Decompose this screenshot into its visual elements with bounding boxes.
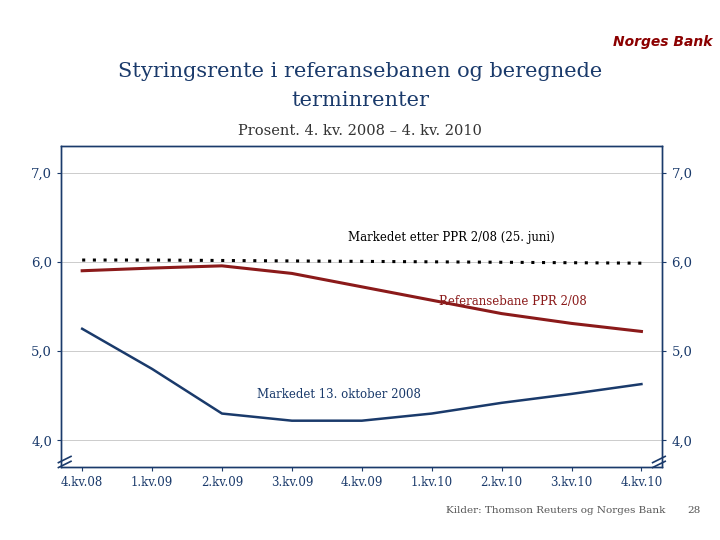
Text: terminrenter: terminrenter <box>291 91 429 110</box>
Text: 28: 28 <box>688 506 701 515</box>
Text: Norges Bank: Norges Bank <box>613 35 713 49</box>
Text: Markedet 13. oktober 2008: Markedet 13. oktober 2008 <box>257 388 420 401</box>
Text: Referansebane PPR 2/08: Referansebane PPR 2/08 <box>438 295 587 308</box>
Text: Kilder: Thomson Reuters og Norges Bank: Kilder: Thomson Reuters og Norges Bank <box>446 506 666 515</box>
Text: Prosent. 4. kv. 2008 – 4. kv. 2010: Prosent. 4. kv. 2008 – 4. kv. 2010 <box>238 124 482 138</box>
Text: Markedet etter PPR 2/08 (25. juni): Markedet etter PPR 2/08 (25. juni) <box>348 231 554 244</box>
Text: Styringsrente i referansebanen og beregnede: Styringsrente i referansebanen og beregn… <box>118 62 602 81</box>
Text: ♥NB♥: ♥NB♥ <box>9 4 51 17</box>
